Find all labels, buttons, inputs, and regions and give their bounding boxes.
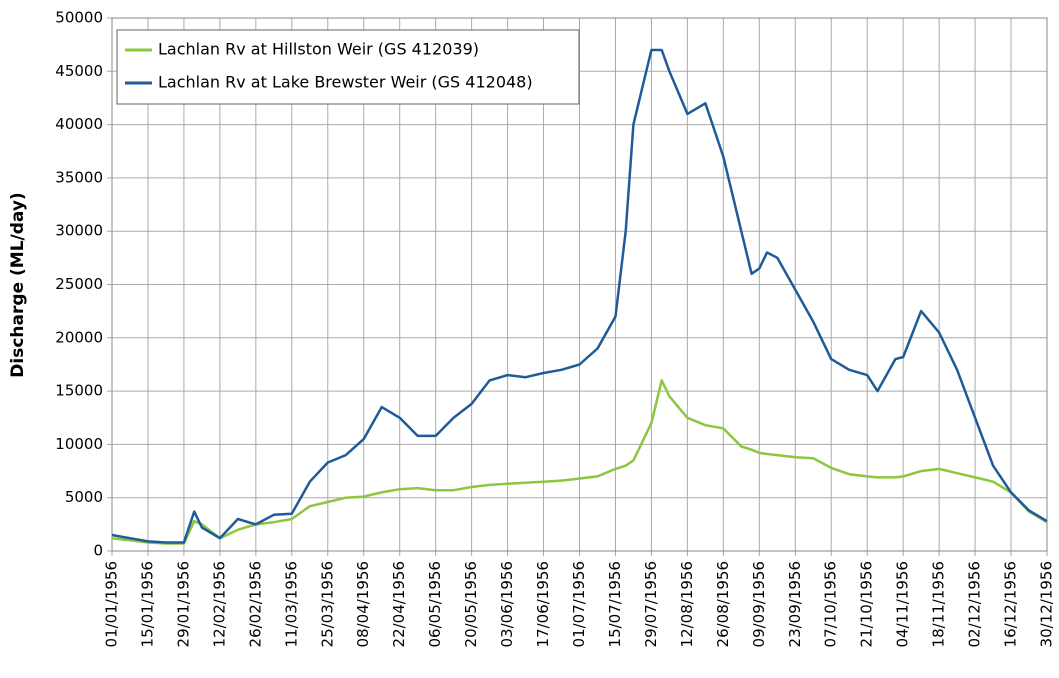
x-tick-label: 22/04/1956 [390,561,408,647]
x-tick-label: 17/06/1956 [534,561,552,647]
x-tick-label: 15/01/1956 [138,561,156,647]
x-tick-label: 18/11/1956 [930,561,948,647]
x-tick-label: 25/03/1956 [318,561,336,647]
y-tick-label: 30000 [55,222,103,240]
x-tick-label: 15/07/1956 [606,561,624,647]
y-tick-label: 0 [93,542,103,560]
x-tick-label: 11/03/1956 [282,561,300,647]
y-tick-label: 20000 [55,328,103,346]
y-tick-label: 15000 [55,382,103,400]
x-tick-label: 21/10/1956 [858,561,876,647]
x-tick-label: 07/10/1956 [822,561,840,647]
y-tick-label: 5000 [65,488,103,506]
x-tick-label: 08/04/1956 [354,561,372,647]
x-tick-label: 16/12/1956 [1002,561,1020,647]
data-line [111,48,1048,544]
legend-box [116,29,580,105]
data-line [111,379,1048,545]
x-tick-label: 12/08/1956 [678,561,696,647]
legend: Lachlan Rv at Hillston Weir (GS 412039) L… [116,29,580,105]
y-tick-label: 50000 [55,9,103,27]
y-tick-label: 45000 [55,62,103,80]
y-axis-label: Discharge (ML/day) [8,192,28,377]
y-tick-label: 40000 [55,115,103,133]
x-tick-label: 01/01/1956 [103,561,121,647]
y-tick-label: 10000 [55,435,103,453]
x-tick-label: 26/08/1956 [714,561,732,647]
legend-label: Lachlan Rv at Hillston Weir (GS 412039) [158,40,479,59]
x-tick-label: 03/06/1956 [498,561,516,647]
x-tick-label: 23/09/1956 [786,561,804,647]
x-tick-label: 09/09/1956 [750,561,768,647]
x-tick-label: 06/05/1956 [426,561,444,647]
x-tick-label: 12/02/1956 [210,561,228,647]
y-tick-label: 35000 [55,168,103,186]
x-tick-label: 29/01/1956 [174,561,192,647]
x-tick-label: 26/02/1956 [246,561,264,647]
x-tick-label: 01/07/1956 [570,561,588,647]
x-tick-label: 04/11/1956 [894,561,912,647]
x-tick-label: 29/07/1956 [642,561,660,647]
x-tick-label: 20/05/1956 [462,561,480,647]
y-tick-label: 25000 [55,275,103,293]
plot-frame [111,17,1048,552]
x-tick-label: 02/12/1956 [966,561,984,647]
legend-label: Lachlan Rv at Lake Brewster Weir (GS 412… [158,73,533,92]
x-tick-label: 30/12/1956 [1038,561,1056,647]
